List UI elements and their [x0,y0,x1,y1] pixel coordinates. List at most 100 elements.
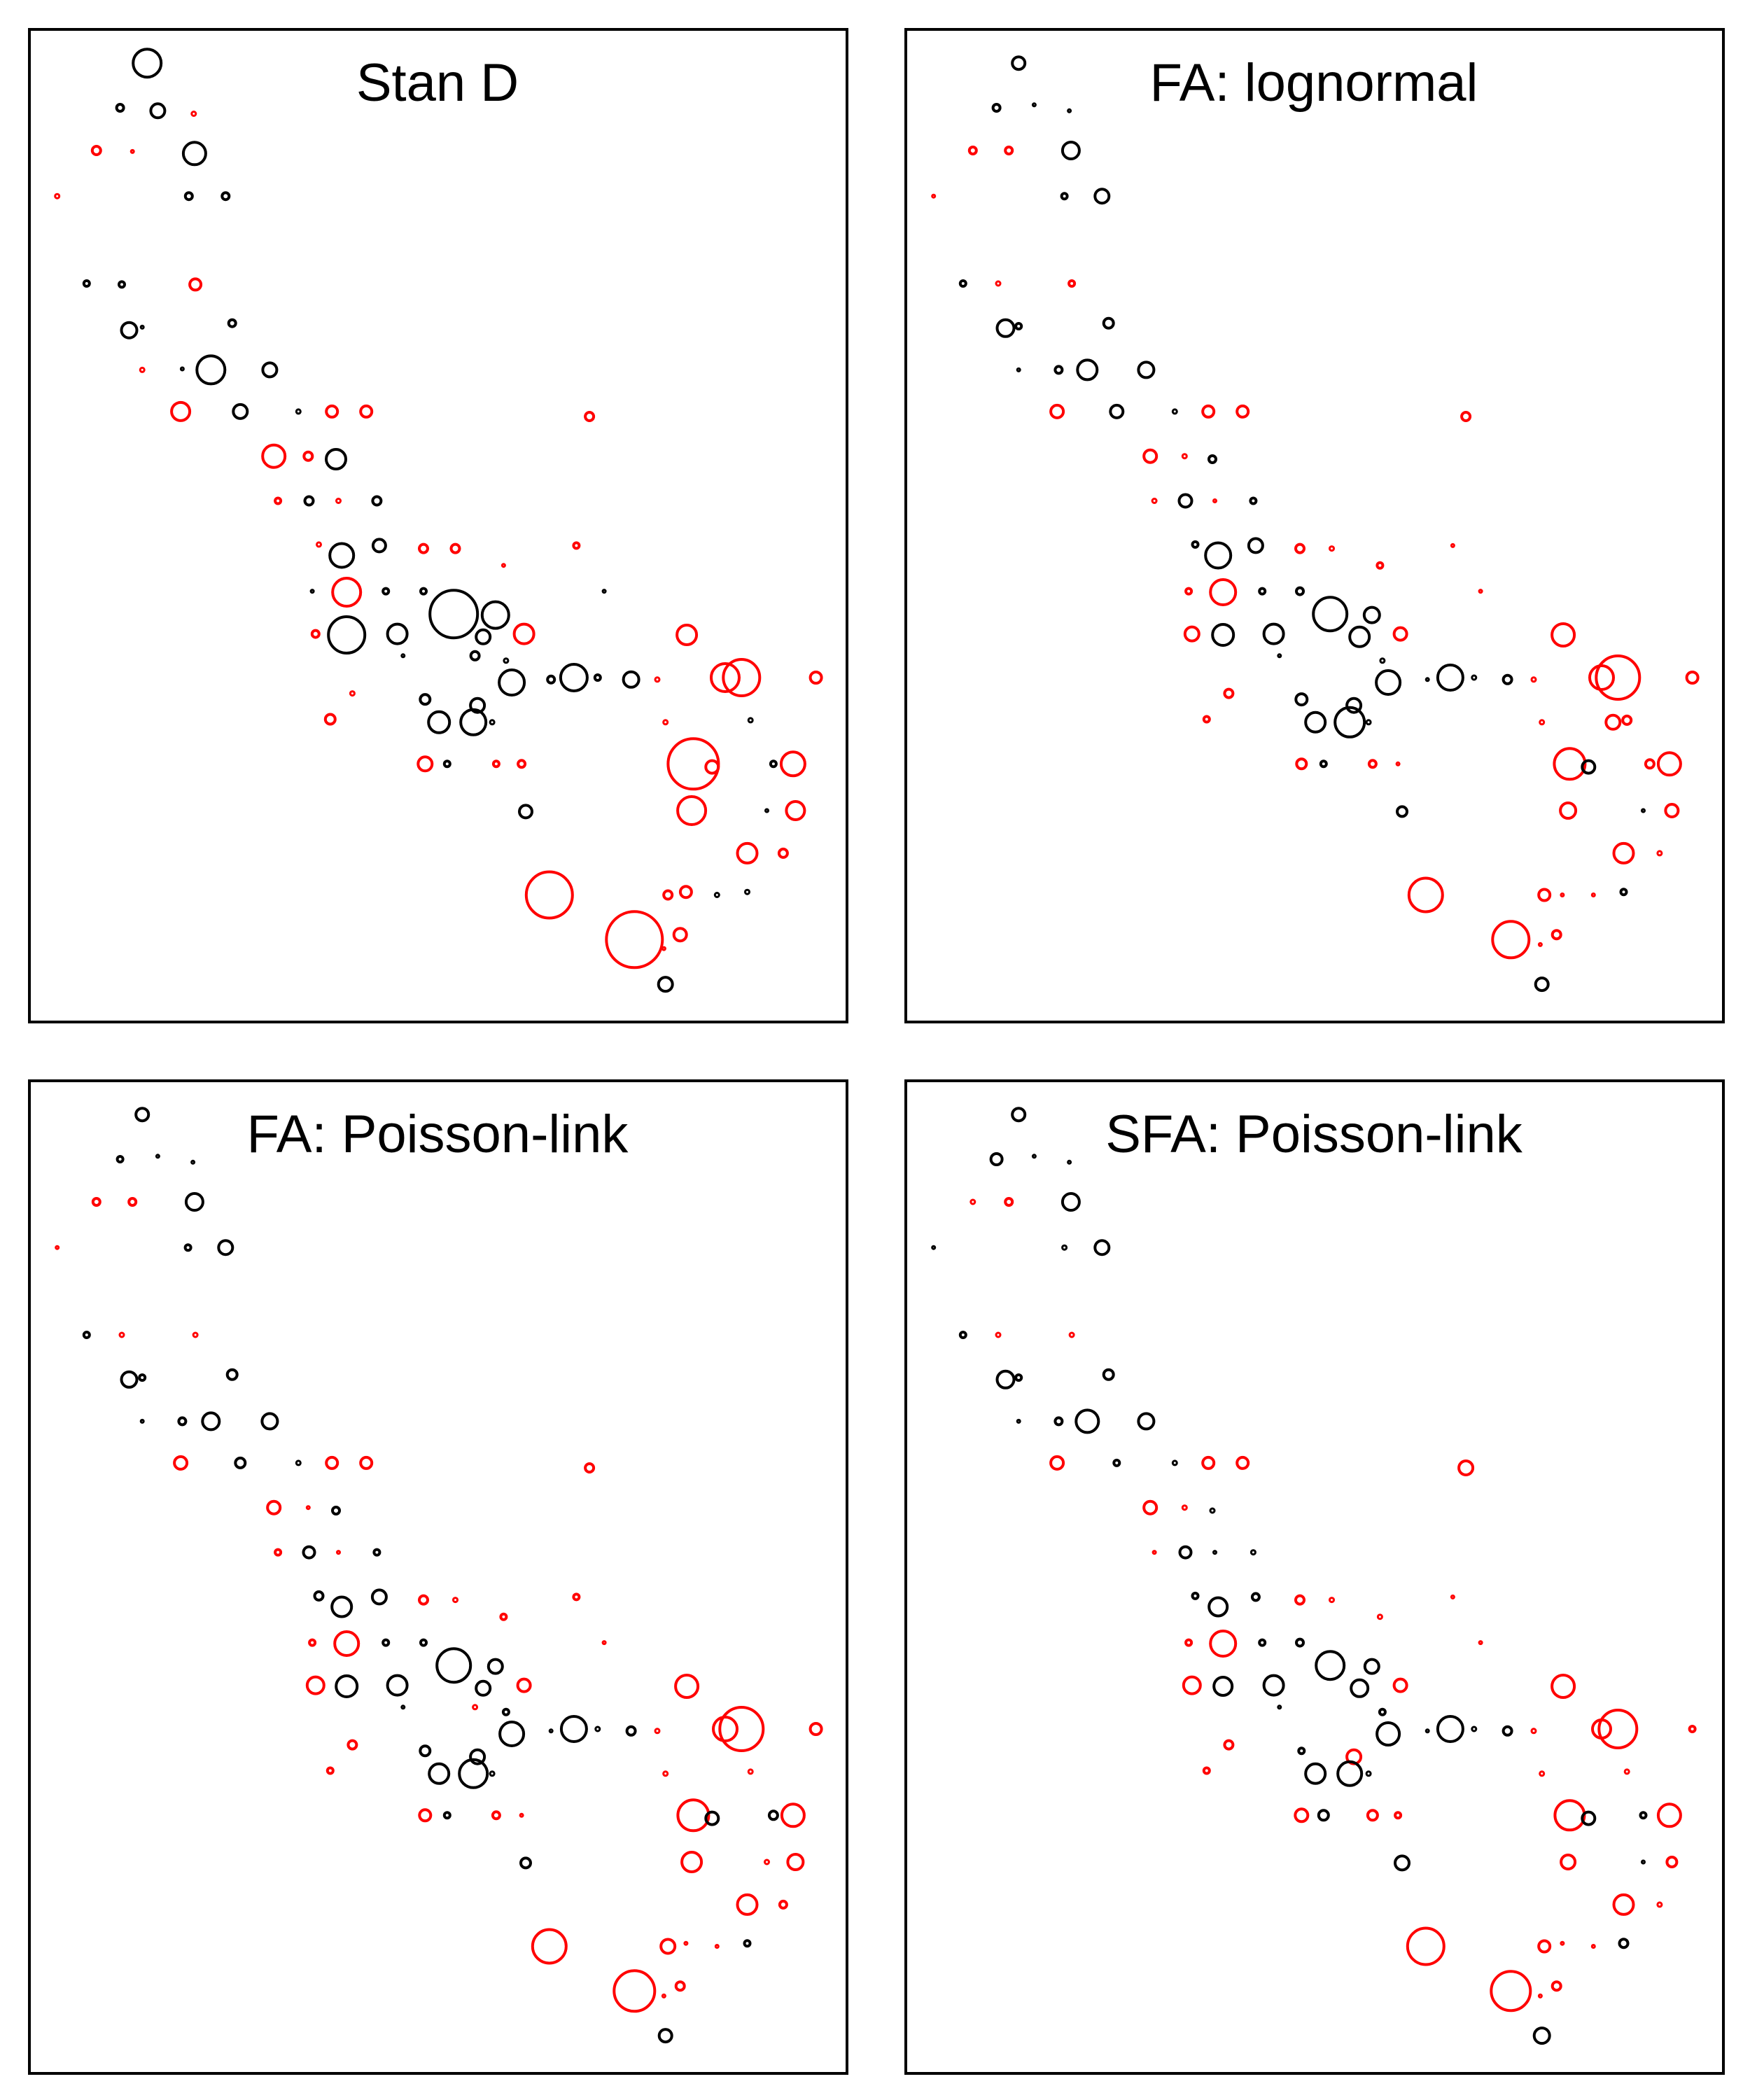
bubble-point [82,1331,91,1339]
bubble-point [1621,714,1633,726]
bubble-point [680,1851,704,1873]
bubble-point [661,946,666,951]
bubble-point [1236,1455,1250,1470]
bubble-point [442,1811,451,1820]
panel-fa-lognormal: FA: lognormal [904,28,1725,1023]
bubble-point [1137,360,1156,379]
bubble-point [1530,1728,1537,1735]
bubble-point [518,804,533,820]
bubble-point [744,888,750,895]
bubble-point [418,1808,433,1823]
bubble-point [1534,976,1550,993]
bubble-point [130,148,135,154]
bubble-point [177,1416,188,1427]
bubble-point [657,2028,673,2044]
bubble-point [274,496,283,505]
bubble-point [419,1638,428,1647]
bubble-point [1656,1802,1682,1828]
bubble-point [659,1938,677,1955]
bubble-point [372,1548,382,1557]
bubble-point [676,624,699,646]
bubble-point [82,279,91,288]
bubble-point [1550,1674,1576,1699]
bubble-point [400,653,406,659]
bubble-point [335,498,342,504]
bubble-point [1312,596,1349,633]
bubble-point [459,708,488,736]
bubble-point [657,976,674,993]
bubble-point [1204,541,1233,570]
bubble-point [1315,1650,1346,1681]
points-layer [54,48,823,993]
bubble-point [346,1739,358,1751]
bubble-point [313,1590,325,1602]
bubble-point [995,1369,1016,1390]
bubble-point [1560,1940,1565,1946]
bubble-point [1618,1938,1630,1949]
bubble-point [1142,1499,1158,1516]
bubble-point [1471,1726,1478,1732]
bubble-point [500,563,506,568]
bubble-point [1247,537,1264,554]
bubble-point [654,676,661,683]
bubble-point [309,589,315,594]
bubble-point [1201,1455,1216,1470]
bubble-point [1604,713,1622,731]
bubble-point [1067,108,1072,113]
bubble-point [1424,1728,1430,1734]
bubble-point [418,542,429,554]
bubble-point [622,670,640,689]
bubble-point [1471,674,1478,681]
bubble-point [469,696,486,714]
bubble-point [1093,1239,1111,1256]
bubble-point [1212,498,1217,503]
bubble-point [605,910,664,969]
bubble-point [1460,411,1472,422]
bubble-point [1395,761,1401,766]
bubble-point [1502,1725,1513,1737]
bubble-point [1597,1709,1639,1749]
bubble-point [1685,671,1700,685]
bubble-point [601,1640,607,1646]
panel-frame [28,1079,848,2075]
bubble-point [995,280,1002,287]
bubble-point [155,1154,160,1159]
bubble-point [712,1716,738,1742]
panel-stan-d: Stan D [28,28,848,1023]
bubble-point [91,1197,102,1207]
bubble-point [1560,892,1565,897]
bubble-point [303,495,315,507]
bubble-point [370,1588,388,1606]
bubble-point [1537,888,1552,902]
bubble-point [302,1545,316,1560]
bubble-point [1212,1550,1217,1555]
bubble-point [491,760,500,769]
bubble-point [498,668,526,696]
bubble-point [1067,1159,1072,1165]
bubble-point [266,1499,282,1516]
bubble-point [1376,1614,1383,1620]
bubble-point [778,1899,788,1910]
bubble-point [1294,1594,1306,1606]
bubble-point [1068,279,1077,288]
bubble-point [1181,453,1188,460]
bubble-point [1184,1638,1194,1647]
bubble-point [330,1595,354,1618]
bubble-point [704,759,720,775]
bubble-point [498,1721,526,1747]
bubble-point [1182,1675,1202,1695]
bubble-point [662,1770,669,1777]
bubble-point [1366,1809,1379,1822]
bubble-point [743,1939,752,1948]
bubble-point [969,1198,976,1205]
bubble-point [1394,1811,1403,1820]
bubble-point [1209,578,1238,606]
bubble-point [747,1768,754,1775]
bubble-point [302,450,314,462]
bubble-point [120,1370,139,1389]
panel-title: Stan D [356,53,519,113]
bubble-point [1336,1760,1364,1787]
bubble-point [1550,929,1562,941]
bubble-point [1183,625,1200,643]
bubble-point [349,690,356,697]
